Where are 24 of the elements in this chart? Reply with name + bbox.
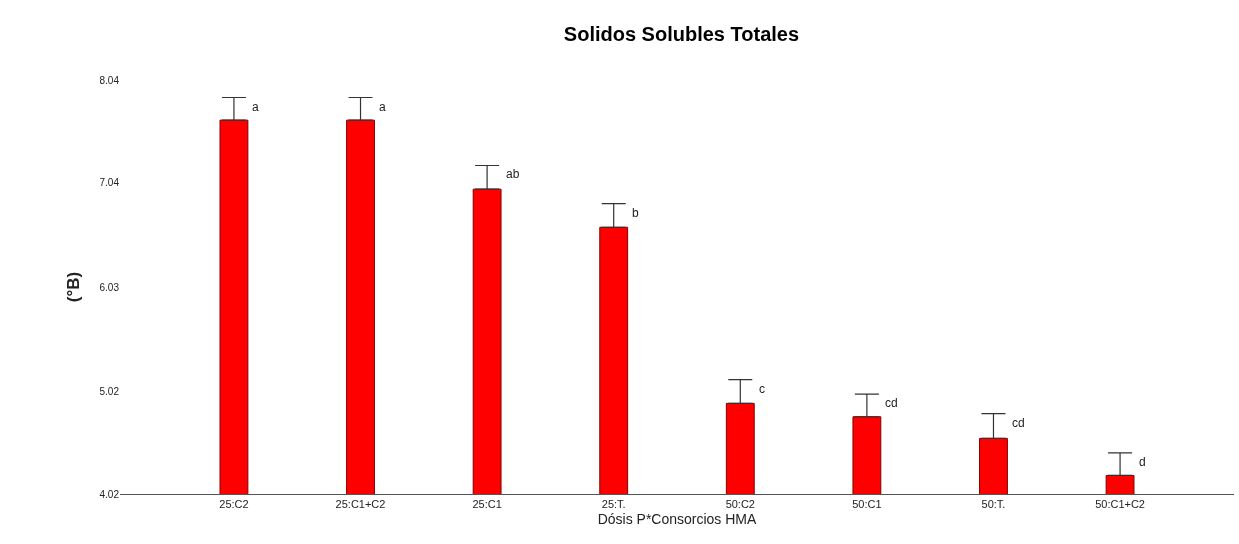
annotation: c (759, 382, 765, 396)
chart-title: Solidos Solubles Totales (563, 23, 800, 46)
y-tick-label: 7.04 (99, 177, 120, 189)
y-tick-label: 6.03 (99, 281, 120, 293)
x-tick-label: 25:C1+C2 (335, 498, 386, 511)
x-axis-title: Dósis P*Consorcios HMA (597, 510, 758, 527)
x-tick-label: 50:C1 (852, 498, 882, 511)
x-tick-label: 25:C1 (472, 498, 502, 511)
x-tick-label: 50:C1+C2 (1095, 498, 1145, 511)
x-tick-label: 25:T. (601, 498, 626, 511)
annotation: a (252, 100, 259, 114)
x-tick-label: 50:C2 (725, 498, 755, 511)
annotation: cd (1012, 416, 1025, 430)
annotation: ab (506, 167, 520, 181)
y-tick-label: 5.02 (99, 385, 120, 397)
annotation: cd (885, 396, 898, 410)
annotation: b (632, 206, 639, 220)
y-tick-label: 4.02 (99, 488, 120, 500)
annotation: a (379, 100, 386, 114)
x-tick-label: 50:T. (981, 498, 1006, 511)
y-axis-title: (°B) (64, 271, 84, 303)
y-tick-label: 8.04 (99, 74, 120, 86)
x-tick-label: 25:C2 (219, 498, 249, 511)
annotation: d (1139, 455, 1146, 469)
